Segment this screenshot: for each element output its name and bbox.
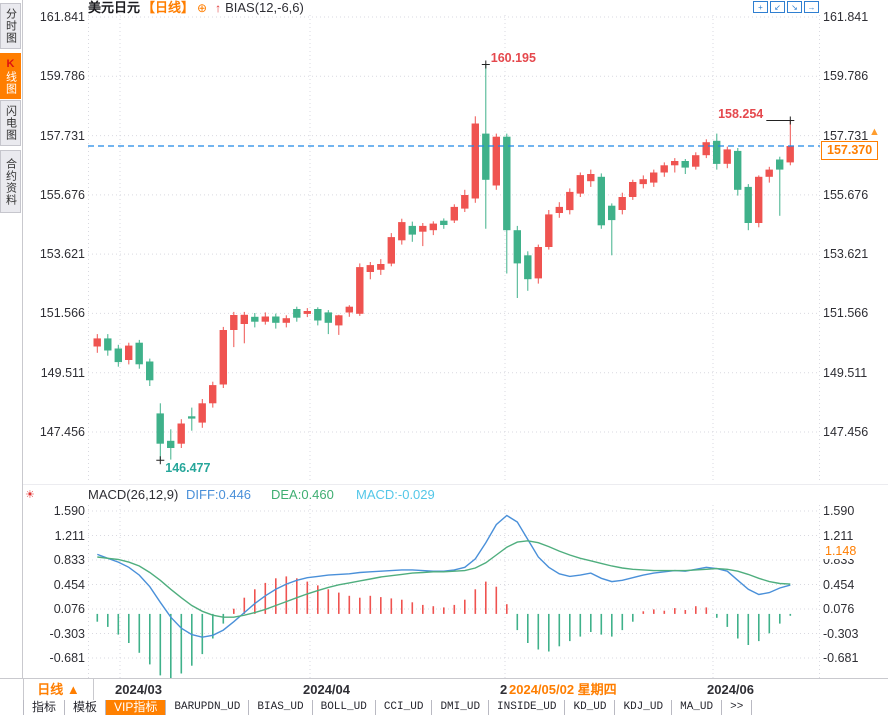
axis-tick-label: 151.566 bbox=[823, 306, 869, 321]
toolbar-tab-11[interactable]: KDJ_UD bbox=[615, 700, 673, 715]
axis-tick-label: 147.456 bbox=[823, 425, 869, 439]
chart-tool-buttons: + ↙ ↘ → bbox=[753, 1, 819, 13]
axis-tick-label: 159.786 bbox=[39, 69, 85, 84]
sidebar-tab-4[interactable]: 合约资料 bbox=[0, 150, 21, 213]
last-price-badge: 157.370 bbox=[821, 140, 879, 160]
high-price-label: 160.195 bbox=[490, 51, 536, 66]
axis-tick-label: 161.841 bbox=[823, 10, 869, 24]
toolbar-tab-2[interactable]: 模板 bbox=[65, 700, 107, 715]
axis-tick-label: 157.731 bbox=[39, 128, 85, 143]
axis-tick-label: 149.511 bbox=[823, 365, 868, 380]
panel-divider bbox=[23, 484, 888, 485]
axis-tick-label: 159.786 bbox=[823, 69, 869, 84]
axis-tick-label: 147.456 bbox=[39, 425, 85, 439]
indicator-settings-icon[interactable]: ☀ bbox=[25, 489, 35, 501]
pan-tool-icon[interactable]: + bbox=[753, 1, 768, 13]
axis-tick-label: 153.621 bbox=[39, 247, 85, 262]
time-axis-spacer bbox=[0, 679, 24, 700]
chart-title: 美元日元 【日线】 ⊕ ↑ BIAS(12,-6,6) bbox=[88, 0, 304, 16]
period-selector-button[interactable]: 日线 ▲ bbox=[24, 679, 94, 700]
macd-macd-value: MACD:-0.029 bbox=[356, 487, 435, 502]
macd-histogram bbox=[96, 576, 792, 678]
toolbar-tab-3[interactable]: VIP指标 bbox=[106, 700, 167, 715]
axis-tick-label: 0.454 bbox=[823, 577, 855, 592]
candlestick-series bbox=[93, 64, 794, 461]
recent-high-label: 158.254 bbox=[718, 107, 764, 122]
indicator-toolbar: 指标 模板 VIP指标 BARUPDN_UD BIAS_UD BOLL_UD CCI_UD D… bbox=[0, 700, 888, 715]
axis-tick-label: 155.676 bbox=[823, 187, 869, 202]
macd-name: MACD(26,12,9) bbox=[88, 487, 179, 502]
sidebar-tab-3[interactable]: 闪电图 bbox=[0, 100, 21, 146]
axis-tick-label: 157.731 bbox=[823, 128, 869, 143]
axis-tick-label: -0.681 bbox=[823, 651, 859, 665]
axis-tick-label: 1.590 bbox=[53, 504, 85, 518]
macd-diff-value: DIFF:0.446 bbox=[186, 487, 252, 502]
indicator-name: BIAS(12,-6,6) bbox=[225, 0, 304, 15]
scale-left-axis-icon[interactable]: ↙ bbox=[770, 1, 785, 13]
trend-up-icon: ↑ bbox=[215, 1, 222, 15]
axis-tick-label: 1.211 bbox=[823, 528, 854, 543]
axis-tick-label: -0.303 bbox=[823, 626, 859, 641]
axis-tick-label: 149.511 bbox=[40, 365, 85, 380]
price-alert-marker-icon[interactable]: ▲ bbox=[869, 125, 880, 138]
axis-tick-label: 153.621 bbox=[823, 247, 869, 262]
axis-tick-label: 161.841 bbox=[39, 10, 85, 24]
toolbar-tab-4[interactable]: BARUPDN_UD bbox=[166, 700, 250, 715]
date-tick-label: 2024/03 bbox=[115, 682, 162, 697]
axis-tick-label: 0.833 bbox=[53, 553, 85, 567]
toolbar-tab-1[interactable]: 指标 bbox=[24, 700, 66, 715]
add-indicator-icon[interactable]: ⊕ bbox=[197, 1, 208, 15]
toolbar-spacer bbox=[0, 700, 24, 715]
toolbar-tab-12[interactable]: MA_UD bbox=[672, 700, 723, 715]
low-price-label: 146.477 bbox=[165, 461, 211, 476]
toolbar-tab-5[interactable]: BIAS_UD bbox=[249, 700, 313, 715]
toolbar-tab-8[interactable]: DMI_UD bbox=[432, 700, 490, 715]
axis-tick-label: 0.076 bbox=[823, 602, 855, 616]
go-to-latest-icon[interactable]: → bbox=[804, 1, 819, 13]
candlestick-chart[interactable] bbox=[88, 15, 820, 483]
sidebar-tab-2[interactable]: K 线图 bbox=[0, 53, 21, 99]
date-tick-label: 2024/06 bbox=[707, 682, 754, 697]
axis-tick-label: 151.566 bbox=[39, 306, 85, 321]
axis-tick-label: -0.303 bbox=[49, 626, 85, 641]
axis-tick-label: 1.211 bbox=[54, 528, 85, 543]
toolbar-tab-7[interactable]: CCI_UD bbox=[376, 700, 433, 715]
scale-right-axis-icon[interactable]: ↘ bbox=[787, 1, 802, 13]
toolbar-tab-6[interactable]: BOLL_UD bbox=[313, 700, 376, 715]
axis-tick-label: -0.681 bbox=[49, 651, 85, 665]
date-tick-label: 2024/04 bbox=[303, 682, 350, 697]
toolbar-tab-10[interactable]: KD_UD bbox=[565, 700, 616, 715]
macd-header: ☀ MACD(26,12,9) DIFF:0.446 DEA:0.460 MAC… bbox=[23, 487, 888, 503]
toolbar-tab-9[interactable]: INSIDE_UD bbox=[489, 700, 566, 715]
axis-tick-label: 155.676 bbox=[39, 187, 85, 202]
macd-chart[interactable] bbox=[88, 505, 820, 678]
axis-tick-label: 0.076 bbox=[53, 602, 85, 616]
sidebar-tab-1[interactable]: 分时图 bbox=[0, 3, 21, 49]
toolbar-tab-13[interactable]: >> bbox=[722, 700, 753, 715]
macd-crosshair-value: 1.148 bbox=[822, 543, 860, 559]
crosshair-date-label: 2024/05/02 星期四 bbox=[507, 679, 619, 700]
period-tag: 【日线】 bbox=[142, 0, 195, 15]
chart-type-sidebar: 分时图 K 线图 闪电图合约资料 bbox=[0, 0, 23, 678]
title-bar: 美元日元 【日线】 ⊕ ↑ BIAS(12,-6,6) + ↙ ↘ → bbox=[23, 0, 888, 16]
axis-tick-label: 0.454 bbox=[53, 577, 85, 592]
symbol-name: 美元日元 bbox=[88, 0, 141, 15]
macd-dea-value: DEA:0.460 bbox=[271, 487, 334, 502]
axis-tick-label: 1.590 bbox=[823, 504, 855, 518]
